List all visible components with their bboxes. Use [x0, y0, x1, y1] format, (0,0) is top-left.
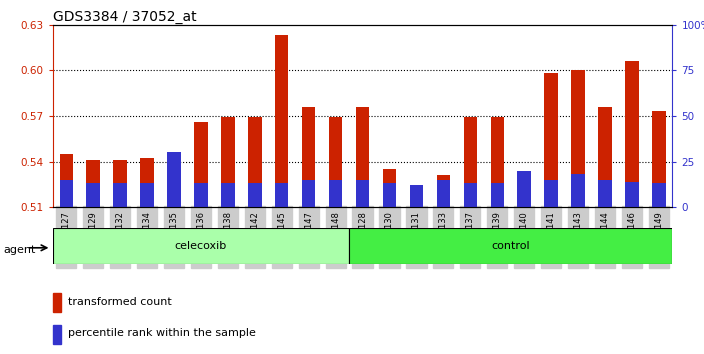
Bar — [544, 73, 558, 207]
Bar — [194, 122, 208, 207]
Bar — [383, 183, 396, 207]
Bar — [53, 293, 61, 312]
Bar — [349, 228, 672, 264]
Bar — [113, 183, 127, 207]
Bar — [491, 183, 504, 207]
Bar — [53, 228, 349, 264]
Text: GDS3384 / 37052_at: GDS3384 / 37052_at — [53, 10, 196, 24]
Bar — [140, 159, 153, 207]
Bar — [275, 35, 289, 207]
Bar — [248, 118, 262, 207]
Bar — [652, 183, 665, 207]
Text: transformed count: transformed count — [68, 297, 172, 307]
Bar — [491, 118, 504, 207]
Bar — [329, 180, 342, 207]
Text: control: control — [491, 241, 530, 251]
Bar — [410, 185, 423, 207]
Bar — [598, 180, 612, 207]
Bar — [463, 118, 477, 207]
Bar — [356, 180, 370, 207]
Bar — [517, 171, 531, 207]
Bar — [248, 183, 262, 207]
Bar — [221, 118, 234, 207]
Bar — [302, 180, 315, 207]
Bar — [87, 183, 100, 207]
Bar — [625, 61, 639, 207]
Bar — [463, 183, 477, 207]
Text: percentile rank within the sample: percentile rank within the sample — [68, 328, 256, 338]
Bar — [194, 183, 208, 207]
Bar — [652, 112, 665, 207]
Bar — [544, 180, 558, 207]
Bar — [221, 183, 234, 207]
Bar — [60, 180, 73, 207]
Bar — [383, 169, 396, 207]
Bar — [572, 174, 585, 207]
Bar — [572, 70, 585, 207]
Bar — [598, 107, 612, 207]
Text: agent: agent — [4, 245, 36, 255]
Bar — [436, 175, 450, 207]
Bar — [410, 198, 423, 207]
Bar — [113, 160, 127, 207]
Bar — [625, 182, 639, 207]
Bar — [168, 198, 181, 207]
Bar — [60, 154, 73, 207]
Bar — [53, 325, 61, 344]
Text: celecoxib: celecoxib — [175, 241, 227, 251]
Bar — [140, 183, 153, 207]
Bar — [329, 118, 342, 207]
Bar — [436, 180, 450, 207]
Bar — [356, 107, 370, 207]
Bar — [275, 183, 289, 207]
Bar — [168, 152, 181, 207]
Bar — [517, 171, 531, 207]
Bar — [302, 107, 315, 207]
Bar — [87, 160, 100, 207]
